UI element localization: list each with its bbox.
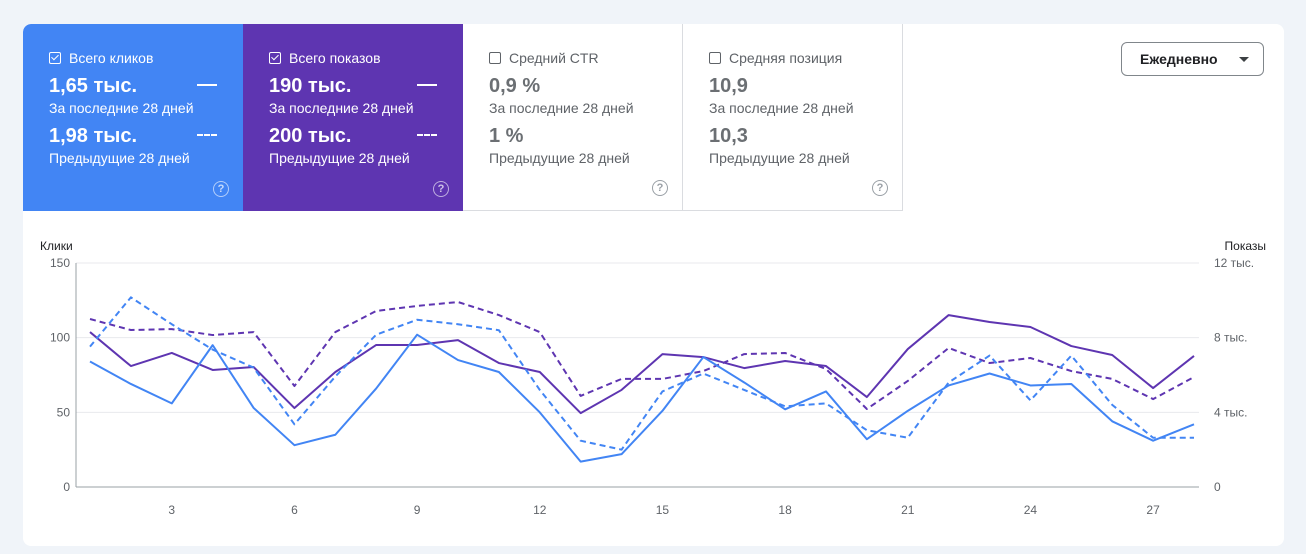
solid-legend-icon	[197, 84, 217, 86]
x-tick-label: 6	[291, 503, 298, 517]
metric-current-label: За последние 28 дней	[489, 100, 634, 116]
series-line-clicks-dashed	[89, 296, 1194, 451]
caret-down-icon	[1239, 57, 1249, 62]
help-icon[interactable]: ?	[433, 181, 449, 197]
metric-current-label: За последние 28 дней	[49, 100, 194, 116]
granularity-value: Ежедневно	[1140, 51, 1218, 67]
right-tick-label: 12 тыс.	[1214, 256, 1254, 270]
help-icon[interactable]: ?	[213, 181, 229, 197]
metric-current: 1,65 тыс.	[49, 75, 138, 97]
help-icon[interactable]: ?	[652, 180, 668, 196]
series-line-clicks-solid	[89, 333, 1195, 463]
granularity-dropdown[interactable]: Ежедневно	[1121, 42, 1264, 76]
performance-card: Всего кликов 1,65 тыс. За последние 28 д…	[23, 24, 1284, 546]
x-tick-label: 15	[656, 503, 670, 517]
solid-legend-icon	[417, 84, 437, 86]
right-axis-label: Показы	[1225, 239, 1266, 253]
metric-tile-clicks[interactable]: Всего кликов 1,65 тыс. За последние 28 д…	[23, 24, 243, 211]
dashed-legend-icon	[417, 134, 437, 136]
left-tick-label: 0	[63, 480, 70, 494]
x-tick-label: 12	[533, 503, 547, 517]
left-tick-label: 50	[57, 405, 71, 419]
metric-current-label: За последние 28 дней	[269, 100, 414, 116]
metric-tile-impressions[interactable]: Всего показов 190 тыс. За последние 28 д…	[243, 24, 463, 211]
metric-label: Всего кликов	[69, 50, 154, 66]
metric-previous-label: Предыдущие 28 дней	[269, 150, 410, 166]
left-axis-label: Клики	[40, 239, 73, 253]
metric-label: Средняя позиция	[729, 50, 843, 66]
help-icon[interactable]: ?	[872, 180, 888, 196]
metric-previous: 10,3	[709, 125, 748, 147]
metric-previous: 1 %	[489, 125, 524, 147]
checkbox-icon[interactable]	[49, 52, 61, 64]
checkbox-icon[interactable]	[709, 52, 721, 64]
metric-previous-label: Предыдущие 28 дней	[489, 150, 630, 166]
x-tick-label: 18	[778, 503, 792, 517]
right-tick-label: 0	[1214, 480, 1221, 494]
series-line-impressions-dashed	[89, 301, 1195, 410]
checkbox-icon[interactable]	[269, 52, 281, 64]
x-tick-label: 27	[1146, 503, 1160, 517]
x-tick-label: 24	[1024, 503, 1038, 517]
metric-current: 190 тыс.	[269, 75, 352, 97]
x-tick-label: 3	[168, 503, 175, 517]
right-tick-label: 4 тыс.	[1214, 405, 1247, 419]
x-tick-label: 21	[901, 503, 915, 517]
metric-previous: 200 тыс.	[269, 125, 352, 147]
x-tick-label: 9	[414, 503, 421, 517]
checkbox-icon[interactable]	[489, 52, 501, 64]
series-line-impressions-solid	[89, 314, 1195, 415]
metric-label: Средний CTR	[509, 50, 599, 66]
metric-tile-position[interactable]: Средняя позиция 10,9 За последние 28 дне…	[683, 24, 903, 211]
dashed-legend-icon	[197, 134, 217, 136]
metric-previous-label: Предыдущие 28 дней	[709, 150, 850, 166]
metric-label: Всего показов	[289, 50, 381, 66]
metric-previous-label: Предыдущие 28 дней	[49, 150, 190, 166]
metric-tile-ctr[interactable]: Средний CTR 0,9 % За последние 28 дней 1…	[463, 24, 683, 211]
metric-previous: 1,98 тыс.	[49, 125, 138, 147]
right-tick-label: 8 тыс.	[1214, 331, 1247, 345]
metric-current: 0,9 %	[489, 75, 541, 97]
left-tick-label: 100	[50, 331, 70, 345]
metric-current-label: За последние 28 дней	[709, 100, 854, 116]
left-tick-label: 150	[50, 256, 70, 270]
metric-current: 10,9	[709, 75, 748, 97]
